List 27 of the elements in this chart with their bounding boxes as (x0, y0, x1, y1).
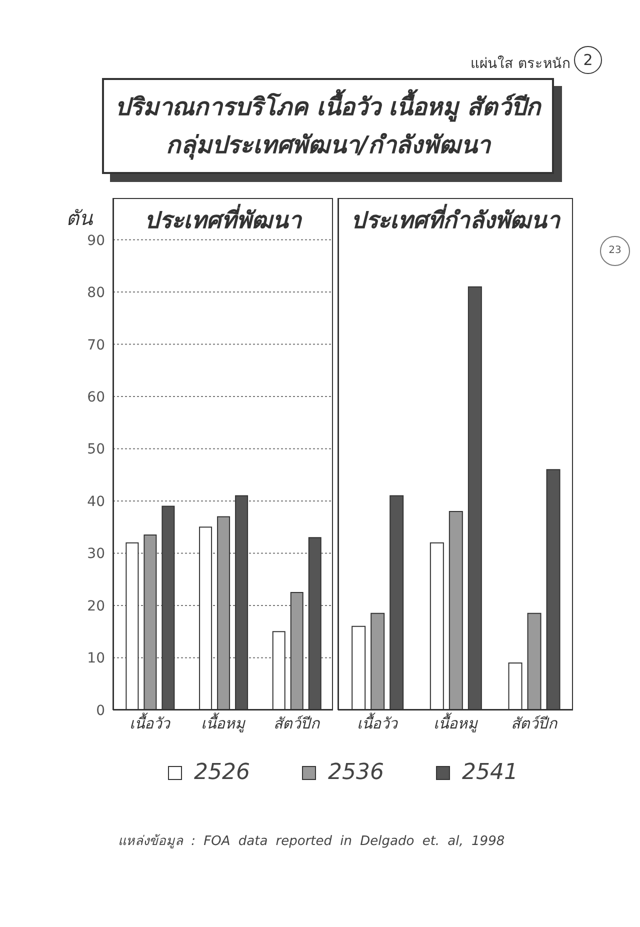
y-tick-label: 80 (87, 285, 105, 302)
y-tick-label: 0 (96, 702, 105, 719)
text: ประเทศที่พัฒนา (115, 202, 331, 238)
text: 23 (600, 236, 630, 266)
x-tick-label: เนื้อหมู (201, 712, 246, 733)
x-tick-label: เนื้อวัว (130, 712, 172, 733)
text: แผ่นใส ตระหนัก (470, 54, 570, 74)
y-axis-title: ตัน (66, 205, 93, 232)
y-tick-label: 90 (87, 232, 105, 249)
y-tick-label: 30 (87, 546, 105, 562)
chart-title: ปริมาณการบริโภค เนื้อวัว เนื้อหมู สัตว์ปีก กลุ่มประเทศพัฒนา/กำลังพัฒนา (102, 78, 554, 174)
x-tick-label: เนื้อวัว (357, 712, 400, 733)
y-tick-label: 60 (87, 390, 105, 406)
x-tick-label: เนื้อหมู (434, 712, 478, 733)
y-tick-label: 10 (87, 650, 105, 667)
y-tick-label: 50 (87, 442, 105, 458)
text: แหล่งข้อมูล : FOA data reported in Delgado et. al, 1998 (118, 833, 505, 851)
text: ประเทศที่กำลังพัฒนา (340, 202, 571, 238)
legend-label: 2541 (462, 760, 518, 785)
x-tick-label: สัตว์ปีก (273, 714, 320, 733)
text: 2 (574, 46, 602, 74)
y-tick-label: 40 (87, 494, 105, 510)
y-tick-label: 20 (87, 598, 105, 614)
legend-label: 2526 (194, 760, 250, 785)
y-tick-label: 70 (87, 337, 105, 354)
x-tick-label: สัตว์ปีก (510, 714, 558, 733)
legend-label: 2536 (328, 760, 384, 785)
